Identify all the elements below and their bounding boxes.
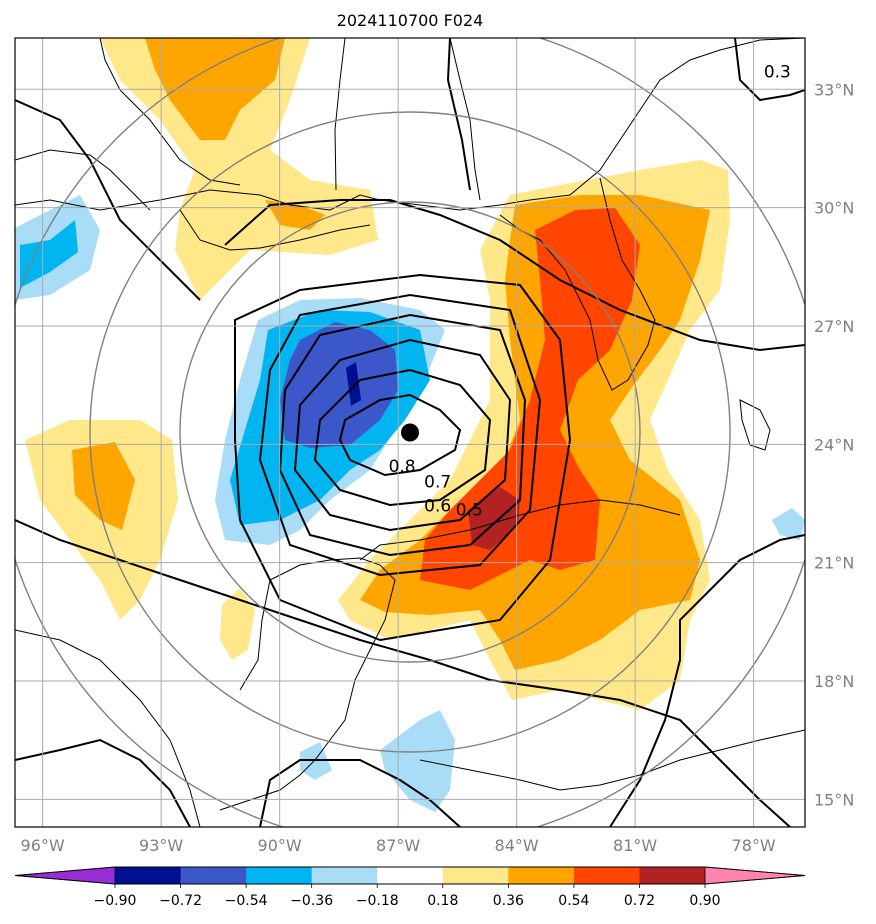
latitude-label: 24°N [814,435,854,454]
colorbar-bin [442,867,509,884]
coastlines [15,38,805,827]
shade-negative-max [346,362,361,406]
ring [89,111,731,753]
shade-negative-mid [20,220,78,288]
map-area: 0.8 0.7 0.6 0.5 0.3 [15,38,805,827]
shade-positive-high [420,208,640,590]
colorbar-extend-low [14,866,116,885]
shaded-field [15,38,805,812]
colorbar-tick-label: −0.90 [94,893,137,909]
latitude-label: 33°N [814,80,854,99]
shade-positive-low [100,38,378,300]
colorbar-bin [311,867,378,884]
latitude-label: 18°N [814,672,854,691]
storm-center-marker [401,423,419,442]
colorbar-bin [508,867,575,884]
longitude-label: 90°W [258,836,302,855]
longitude-label: 81°W [613,836,657,855]
shade-positive-low [220,588,255,660]
colorbar: −0.90 −0.72 −0.54 −0.36 −0.18 0.18 0.36 0.54 0.7… [14,866,806,909]
graticule [15,38,805,827]
colorbar-tick-label: −0.54 [225,893,268,909]
colorbar-tick-label: 0.18 [427,893,458,909]
latitude-label: 27°N [814,317,854,336]
contours [15,38,805,827]
contour-label: 0.7 [424,473,451,493]
latitude-label: 30°N [814,199,854,218]
colorbar-bin [573,867,640,884]
longitude-label: 87°W [376,836,420,855]
colorbar-extend-high [704,866,806,885]
contour-label: 0.6 [424,496,451,516]
colorbar-tick-label: 0.72 [624,893,655,909]
chart-title: 2024110700 F024 [337,11,484,30]
contour-labels: 0.8 0.7 0.6 0.5 0.3 [389,62,791,520]
ring [179,201,641,663]
shade-negative-low [380,710,455,812]
contour-label: 0.3 [764,62,791,82]
longitude-label: 93°W [139,836,183,855]
latitude-label: 21°N [814,554,854,573]
shade-positive-mid [72,442,135,530]
map-frame [14,37,806,828]
colorbar-tick-label: −0.18 [356,893,399,909]
shade-negative-low [772,508,805,540]
colorbar-bin [115,867,182,884]
distance-rings [15,38,805,827]
latitude-tick-labels: 15°N 18°N 21°N 24°N 27°N 30°N 33°N [814,80,854,809]
longitude-label: 96°W [21,836,65,855]
colorbar-bin [639,867,706,884]
latitude-label: 15°N [814,790,854,809]
colorbar-bin [180,867,247,884]
longitude-label: 84°W [495,836,539,855]
colorbar-tick-label: −0.36 [290,893,333,909]
colorbar-tick-label: −0.72 [159,893,202,909]
colorbar-bin [377,867,444,884]
colorbar-tick-label: 0.36 [493,893,524,909]
colorbar-tick-label: 0.90 [689,893,720,909]
contour-label: 0.5 [456,500,483,520]
contour-label: 0.8 [389,457,416,477]
shade-negative-high [280,322,398,448]
colorbar-bin [246,867,313,884]
longitude-label: 78°W [732,836,776,855]
longitude-tick-labels: 96°W 93°W 90°W 87°W 84°W 81°W 78°W [21,836,776,855]
colorbar-tick-label: 0.54 [558,893,589,909]
